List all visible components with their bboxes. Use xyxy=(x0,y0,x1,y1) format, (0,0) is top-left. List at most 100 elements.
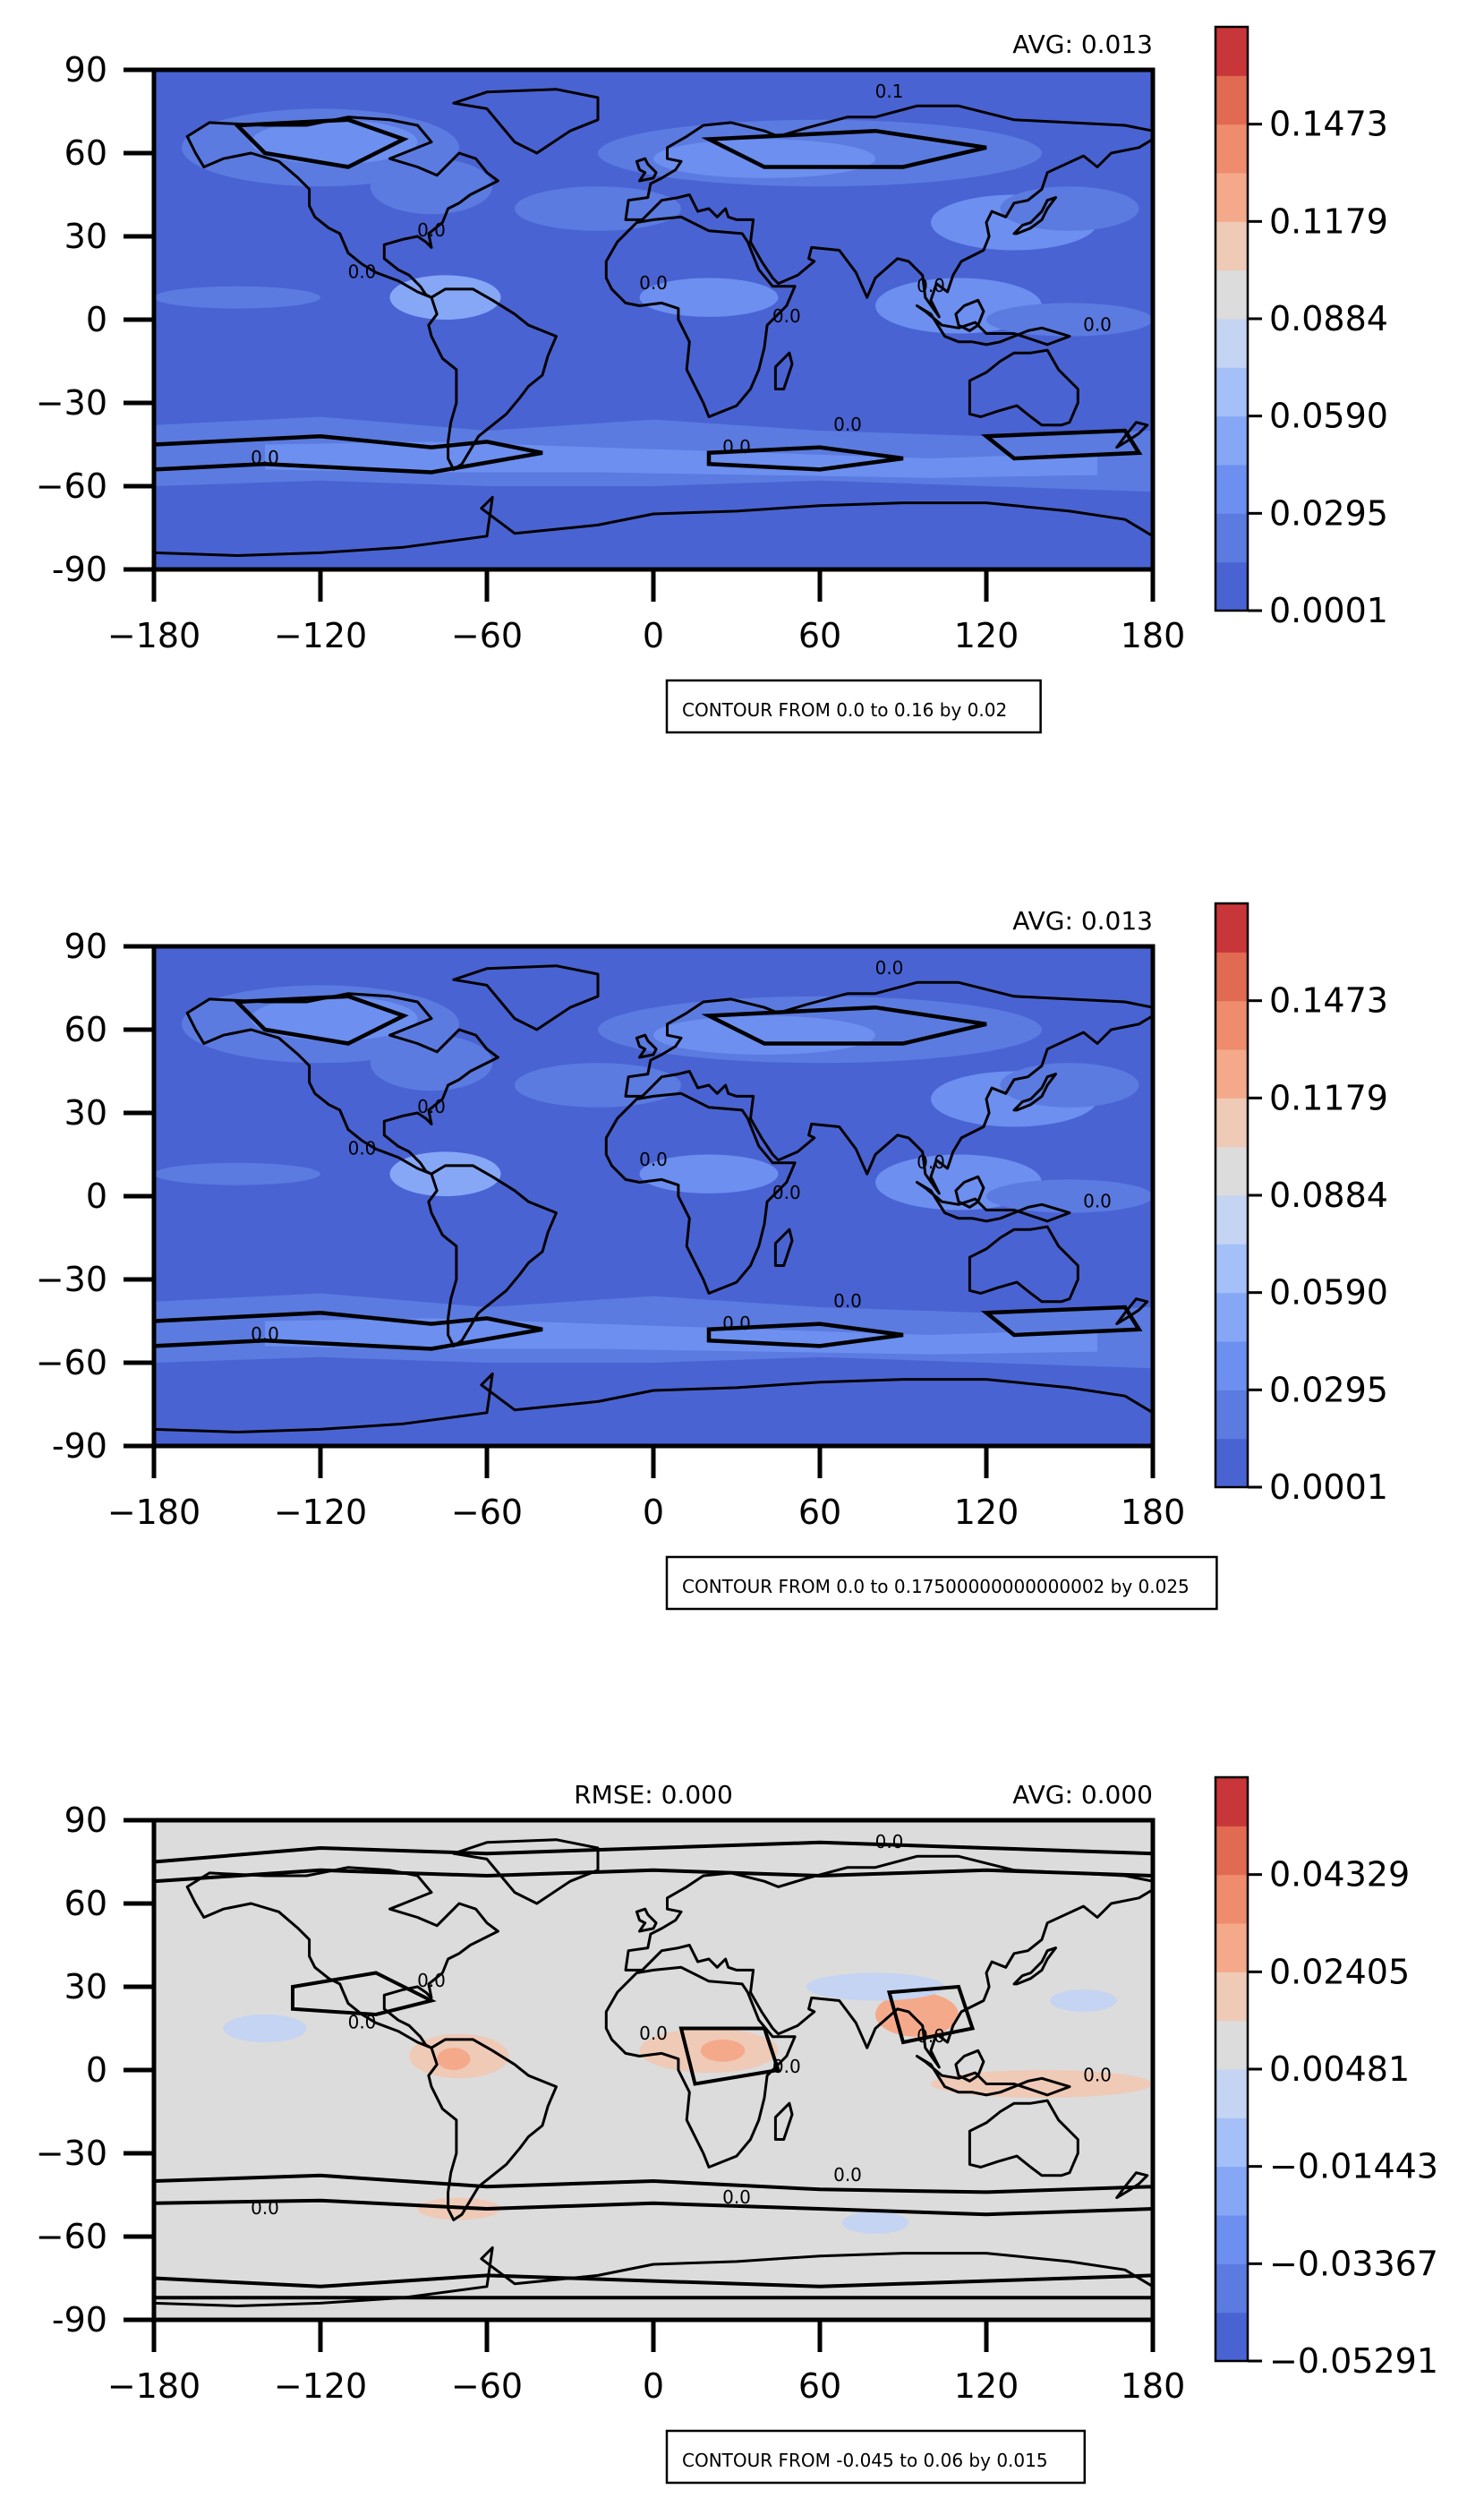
field-patch-atlantic xyxy=(515,1063,681,1108)
coastline-southAmerica xyxy=(427,1164,558,1347)
contour-line-1 xyxy=(154,433,543,475)
coastline-southAmerica xyxy=(427,287,558,471)
field-patch-warm-africa-core xyxy=(700,2039,746,2062)
colorbar-segment xyxy=(1215,367,1248,417)
contour-label: 0.0 xyxy=(772,1182,801,1203)
y-tick-label: −60 xyxy=(36,1343,107,1382)
coastline-japan xyxy=(1012,1946,1057,1986)
colorbar-segment xyxy=(1215,1098,1248,1148)
colorbar-tick-label: 0.0884 xyxy=(1269,299,1388,338)
contour-label: 0.0 xyxy=(772,2056,801,2077)
contour-note-text: CONTOUR FROM 0.0 to 0.16 by 0.02 xyxy=(682,699,1007,721)
contour-line-4 xyxy=(291,1971,437,2017)
contour-note: CONTOUR FROM -0.045 to 0.06 by 0.015 xyxy=(665,2429,1087,2485)
colorbar: −0.05291 −0.03367 −0.01443 0.00481 0.02405 0.… xyxy=(1214,1775,1438,2381)
colorbar-segment xyxy=(1215,1049,1248,1099)
avg-label: AVG: 0.013 xyxy=(1012,30,1153,59)
y-tick-label: 60 xyxy=(64,1010,107,1049)
contour-line-4 xyxy=(232,994,409,1046)
contour-note: CONTOUR FROM 0.0 to 0.16 by 0.02 xyxy=(665,679,1042,734)
contour-note-text: CONTOUR FROM -0.045 to 0.06 by 0.015 xyxy=(682,2450,1048,2471)
contour-label: 0.0 xyxy=(1083,313,1112,335)
contour-label: 0.1 xyxy=(875,81,904,102)
x-tick-label: −180 xyxy=(107,1493,200,1532)
field-patch-west-pacific xyxy=(986,303,1153,337)
colorbar-segment xyxy=(1215,1195,1248,1245)
coastline-madagascar xyxy=(773,2101,794,2141)
contour-note-box xyxy=(665,2429,1087,2485)
colorbar-segment xyxy=(1215,1777,1248,1826)
field-patch-west-pacific xyxy=(986,1179,1153,1213)
colorbar-segment xyxy=(1215,319,1248,368)
y-tick-label: 30 xyxy=(64,1093,107,1133)
field-patch-warm-sa-core xyxy=(437,2048,471,2071)
coastline-africa xyxy=(604,215,797,418)
x-tick-label: 0 xyxy=(643,616,664,655)
y-tick-label: 30 xyxy=(64,217,107,256)
contour-line-2 xyxy=(706,1322,904,1348)
x-tick-label: 60 xyxy=(798,616,841,655)
y-tick-label: 0 xyxy=(86,2050,107,2090)
colorbar-tick-label: 0.00481 xyxy=(1269,2049,1410,2089)
colorbar-tick-label: 0.0001 xyxy=(1269,1467,1388,1507)
colorbar-tick-label: 0.1473 xyxy=(1269,981,1388,1021)
colorbar-segment xyxy=(1215,415,1248,466)
field-patch-cool-nw-pacific xyxy=(1050,1989,1117,2012)
field-background xyxy=(154,1820,1153,2320)
coastline-australia xyxy=(968,348,1079,427)
x-tick-label: −120 xyxy=(274,616,367,655)
y-tick-label: 90 xyxy=(64,1801,107,1840)
colorbar-segment xyxy=(1215,2215,1248,2264)
x-tick-label: −60 xyxy=(451,1493,523,1532)
coastline-japan xyxy=(1012,1073,1057,1112)
y-tick-label: 90 xyxy=(64,50,107,90)
x-tick-label: 180 xyxy=(1121,616,1186,655)
x-tick-label: 180 xyxy=(1121,1493,1186,1532)
contour-label: 0.0 xyxy=(417,1096,446,1117)
contour-note: CONTOUR FROM 0.0 to 0.17500000000000002 … xyxy=(665,1555,1218,1611)
contour-label: 0.0 xyxy=(1083,2064,1112,2085)
x-tick-label: 120 xyxy=(954,1493,1019,1532)
map-panel-3: 0.0 0.0 0.0 0.0 0.0 0.0 0.0 0.0 0.0 0.0 −180 −120 −6… xyxy=(36,1775,1438,2485)
x-tick-label: 60 xyxy=(798,1493,841,1532)
contour-label: 0.0 xyxy=(251,1323,279,1345)
x-tick-label: −180 xyxy=(107,2366,200,2406)
contour-line-3 xyxy=(980,428,1143,461)
contour-label: 0.0 xyxy=(875,957,904,979)
coastline-indonesia xyxy=(916,2055,1071,2097)
coastline-africa xyxy=(604,1091,797,1295)
colorbar-segment xyxy=(1215,269,1248,320)
colorbar-tick-label: 0.02405 xyxy=(1269,1952,1410,1991)
x-tick-label: 120 xyxy=(954,616,1019,655)
colorbar-tick-label: 0.0295 xyxy=(1269,493,1388,533)
contour-label: 0.0 xyxy=(251,447,279,468)
colorbar-segment xyxy=(1215,952,1248,1002)
colorbar-segment xyxy=(1215,2312,1248,2362)
colorbar-segment xyxy=(1215,561,1248,612)
contour-label: 0.0 xyxy=(833,1290,862,1312)
x-tick-label: 120 xyxy=(954,2366,1019,2406)
coastline-africa xyxy=(604,1965,797,2169)
x-tick-label: 60 xyxy=(798,2366,841,2406)
coastline-uk xyxy=(635,1033,658,1059)
colorbar-tick-label: 0.0001 xyxy=(1269,591,1388,630)
contour-label: 0.0 xyxy=(639,272,668,294)
field-patch-nw-pacific xyxy=(1000,186,1139,231)
field-patch-itcz xyxy=(154,1162,320,1185)
coastline-indonesia xyxy=(916,1181,1071,1223)
colorbar-segment xyxy=(1215,1000,1248,1050)
coastline-northAmerica xyxy=(185,992,499,1176)
y-tick-label: 60 xyxy=(64,1884,107,1923)
coastline-greenland xyxy=(452,88,600,155)
field-patch-nw-pacific xyxy=(1000,1063,1139,1108)
contour-label: 0.0 xyxy=(722,1313,751,1334)
colorbar-tick-label: 0.1179 xyxy=(1269,1078,1388,1117)
y-tick-label: −30 xyxy=(36,1260,107,1299)
colorbar-segment xyxy=(1215,1874,1248,1924)
colorbar-segment xyxy=(1215,221,1248,271)
y-tick-label: −60 xyxy=(36,2217,107,2256)
coastline-antarctica xyxy=(154,1372,1153,1446)
coastline-japan xyxy=(1012,196,1057,235)
coastline-eurasia xyxy=(624,1854,1153,2069)
x-tick-label: −60 xyxy=(451,616,523,655)
